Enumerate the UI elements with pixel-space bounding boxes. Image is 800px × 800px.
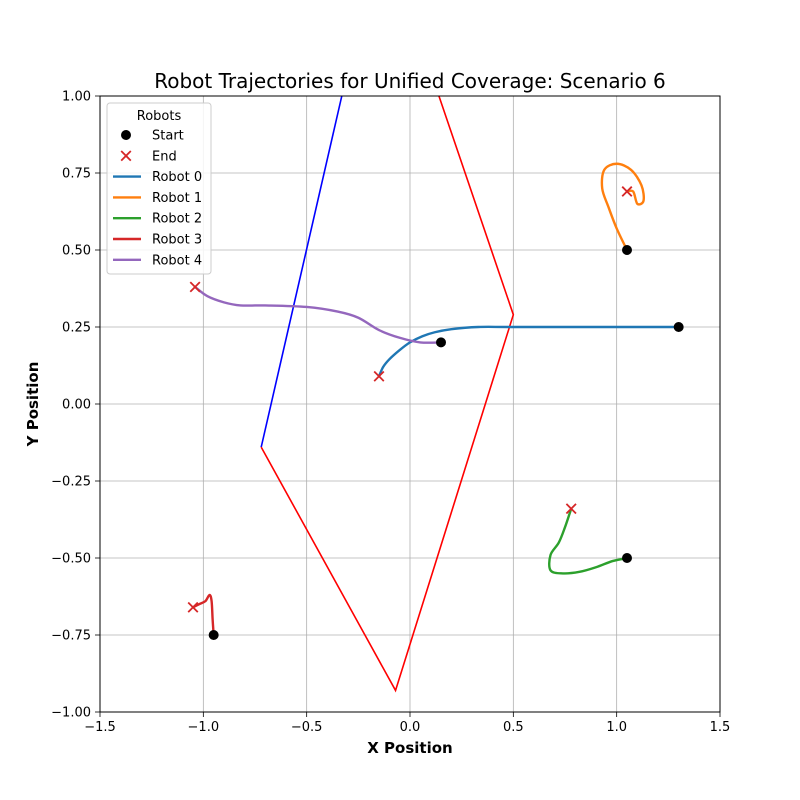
x-axis-label: X Position: [367, 739, 452, 757]
x-tick-label: 1.0: [606, 720, 627, 735]
legend-end-label: End: [152, 149, 177, 164]
coverage-boundaries: [260, 95, 515, 693]
legend-end-marker: [120, 150, 132, 162]
y-tick-label: −0.25: [51, 475, 91, 490]
robot-3-trajectory: [191, 593, 215, 637]
y-axis-label: Y Position: [24, 362, 42, 448]
legend-start-marker: [121, 130, 131, 140]
x-tick-label: −1.5: [84, 720, 116, 735]
boundary-line-1: [260, 95, 515, 693]
legend: Robots Start End Robot 0 Robot 1 Robot 2 Robo…: [106, 102, 212, 275]
legend-robot-1-label: Robot 1: [152, 191, 202, 206]
robot-2-end-marker: [565, 503, 577, 515]
robot-0-end-marker: [373, 370, 385, 382]
y-tick-label: 0.50: [62, 244, 91, 259]
y-tick-label: 1.00: [62, 90, 91, 105]
robot-2-trajectory: [548, 507, 629, 575]
y-tick-label: −1.00: [51, 706, 91, 721]
legend-robot-3-label: Robot 3: [152, 233, 202, 248]
x-tick-label: 0.5: [503, 720, 524, 735]
legend-start-label: Start: [152, 129, 184, 144]
y-tick-label: 0.75: [62, 167, 91, 182]
y-tick-label: −0.50: [51, 552, 91, 567]
x-tick-label: −0.5: [291, 720, 323, 735]
x-tick-label: −1.0: [188, 720, 220, 735]
robot-1-trajectory: [600, 162, 645, 252]
y-tick-label: 0.00: [62, 398, 91, 413]
legend-robot-4-label: Robot 4: [152, 253, 202, 268]
legend-title: Robots: [137, 109, 182, 124]
robot-0-start-marker: [673, 322, 684, 332]
markers: [187, 186, 684, 640]
robot-1-start-marker: [622, 245, 632, 255]
x-tick-label: 1.5: [710, 720, 731, 735]
ticks: −1.5 −1.0 −0.5 0.0 0.5 1.0 1.5 −1.00 −0.75 −0.50 −…: [51, 90, 730, 736]
robot-4-end-marker: [189, 281, 201, 293]
legend-box: [106, 102, 212, 275]
robot-1-end-marker: [621, 186, 633, 197]
trajectories: [191, 162, 680, 637]
y-tick-label: 0.25: [62, 321, 91, 336]
robot-4-trajectory: [193, 285, 443, 344]
y-tick-label: −0.75: [51, 629, 91, 644]
legend-robot-2-label: Robot 2: [152, 212, 202, 227]
chart-title: Robot Trajectories for Unified Coverage:…: [154, 69, 666, 93]
robot-3-end-marker: [187, 601, 199, 613]
robot-0-trajectory: [377, 325, 680, 378]
robot-4-start-marker: [436, 337, 446, 348]
x-tick-label: 0.0: [400, 720, 421, 735]
boundary-line-0: [260, 95, 343, 448]
robot-3-start-marker: [208, 630, 219, 640]
legend-robot-0-label: Robot 0: [152, 170, 202, 185]
robot-2-start-marker: [622, 553, 632, 563]
